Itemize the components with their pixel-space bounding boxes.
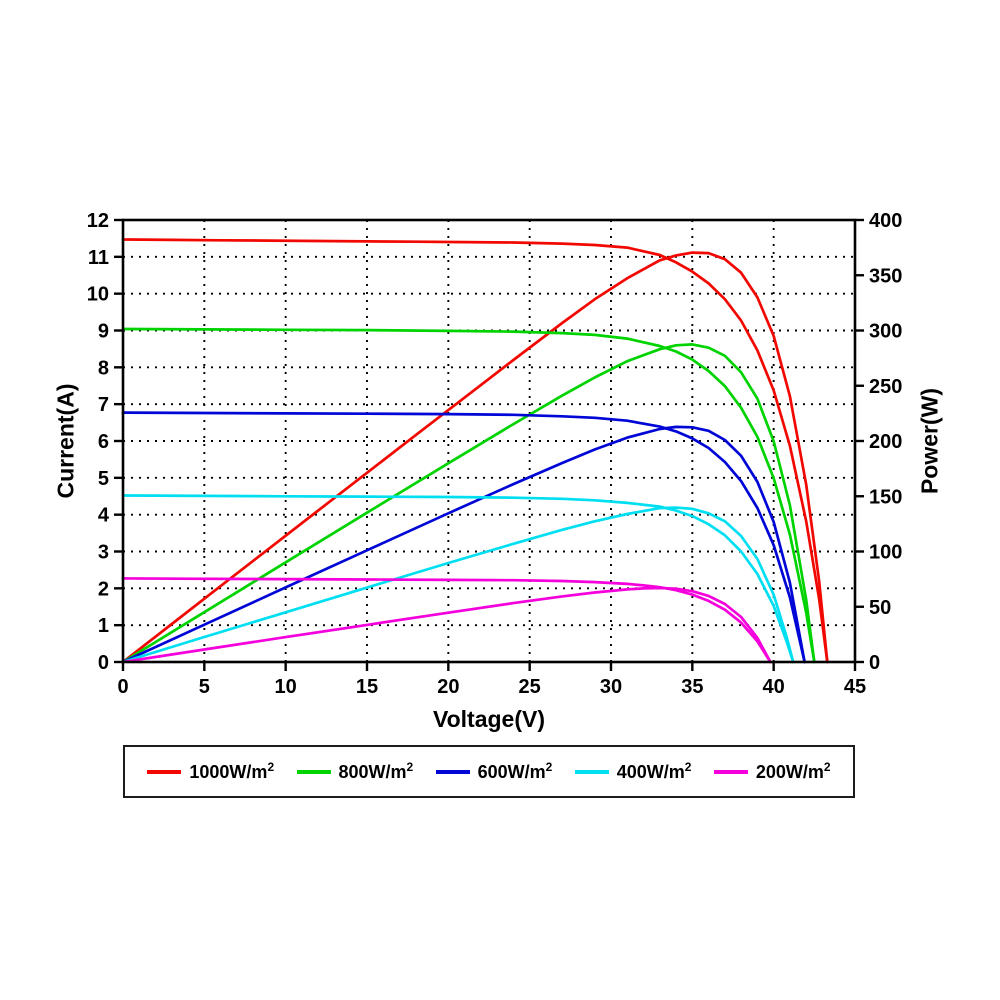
left-tick-label: 9: [98, 321, 109, 343]
legend-item-600W/m2: 600W/m2: [435, 760, 553, 783]
bottom-tick-label: 40: [763, 676, 785, 698]
left-tick-label: 3: [98, 542, 109, 564]
right-tick-label: 0: [869, 652, 880, 674]
legend-item-200W/m2: 200W/m2: [713, 760, 831, 783]
pv-curve-200W/m2: [121, 586, 772, 664]
left-y-axis-title: Current(A): [52, 383, 79, 499]
bottom-tick-label: 0: [117, 676, 128, 698]
legend-label-1000W/m2: 1000W/m2: [189, 760, 275, 782]
legend-swatch-400W/m2: [574, 769, 609, 774]
pv-curve-600W/m2: [121, 425, 806, 664]
bottom-tick-label: 45: [844, 676, 866, 698]
legend-swatch-1000W/m2: [147, 769, 182, 774]
left-tick-label: 7: [98, 394, 109, 416]
legend-label-600W/m2: 600W/m2: [477, 760, 553, 782]
left-tick-label: 5: [98, 468, 109, 490]
right-tick-label: 50: [869, 597, 891, 619]
iv-curve-1000W/m2: [121, 238, 829, 664]
legend-item-1000W/m2: 1000W/m2: [147, 760, 274, 783]
legend-swatch-800W/m2: [296, 769, 331, 774]
left-tick-label: 1: [98, 615, 109, 637]
right-tick-label: 150: [869, 486, 902, 508]
legend-item-800W/m2: 800W/m2: [296, 760, 414, 783]
left-tick-label: 2: [98, 578, 109, 600]
legend-label-800W/m2: 800W/m2: [338, 760, 414, 782]
legend-box: 1000W/m2 800W/m2 600W/m2 400W/m2 200W/m2: [123, 745, 855, 798]
right-y-axis-title: Power(W): [916, 387, 943, 495]
bottom-tick-label: 20: [437, 676, 459, 698]
legend-swatch-200W/m2: [713, 769, 748, 774]
right-tick-label: 200: [869, 431, 902, 453]
legend-swatch-600W/m2: [435, 769, 470, 774]
legend-item-400W/m2: 400W/m2: [574, 760, 692, 783]
left-tick-label: 4: [98, 505, 110, 527]
left-tick-label: 10: [87, 284, 109, 306]
left-tick-label: 6: [98, 431, 109, 453]
pv-curve-800W/m2: [121, 343, 816, 664]
iv-curve-200W/m2: [121, 577, 772, 664]
iv-curve-800W/m2: [121, 327, 816, 664]
right-tick-label: 100: [869, 542, 902, 564]
iv-curve-400W/m2: [121, 494, 795, 664]
right-tick-label: 250: [869, 376, 902, 398]
pv-curve-1000W/m2: [121, 251, 829, 664]
right-tick-label: 350: [869, 265, 902, 287]
bottom-tick-label: 25: [519, 676, 541, 698]
left-tick-label: 0: [98, 652, 109, 674]
left-tick-label: 8: [98, 357, 109, 379]
iv-curve-600W/m2: [121, 411, 806, 664]
legend-label-400W/m2: 400W/m2: [616, 760, 692, 782]
bottom-tick-label: 5: [199, 676, 210, 698]
bottom-tick-label: 30: [600, 676, 622, 698]
bottom-tick-label: 10: [275, 676, 297, 698]
left-tick-label: 11: [88, 247, 109, 269]
pv-curve-400W/m2: [121, 506, 795, 664]
x-axis-title: Voltage(V): [432, 706, 546, 732]
bottom-tick-label: 35: [681, 676, 703, 698]
right-tick-label: 300: [869, 321, 902, 343]
left-tick-label: 12: [87, 210, 109, 232]
legend-label-200W/m2: 200W/m2: [755, 760, 831, 782]
bottom-tick-label: 15: [356, 676, 378, 698]
right-tick-label: 400: [869, 210, 902, 232]
